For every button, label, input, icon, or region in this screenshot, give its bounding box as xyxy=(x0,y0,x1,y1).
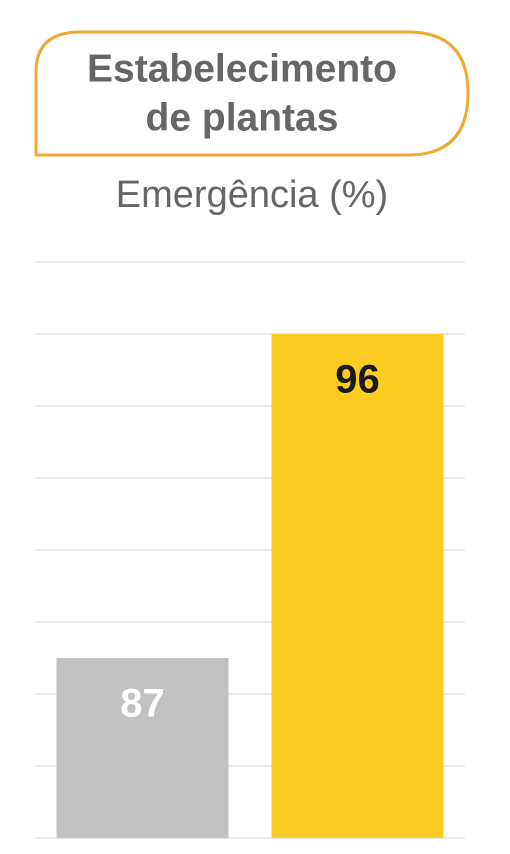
chart-title-line: de plantas xyxy=(146,96,339,139)
bar xyxy=(271,334,444,838)
title-box xyxy=(34,30,470,157)
bar xyxy=(56,658,229,838)
value-label: 96 xyxy=(335,358,380,402)
chart-title-line: Estabelecimento xyxy=(87,47,397,90)
value-label: 87 xyxy=(120,682,165,726)
chart-subtitle: Emergência (%) xyxy=(116,174,388,216)
